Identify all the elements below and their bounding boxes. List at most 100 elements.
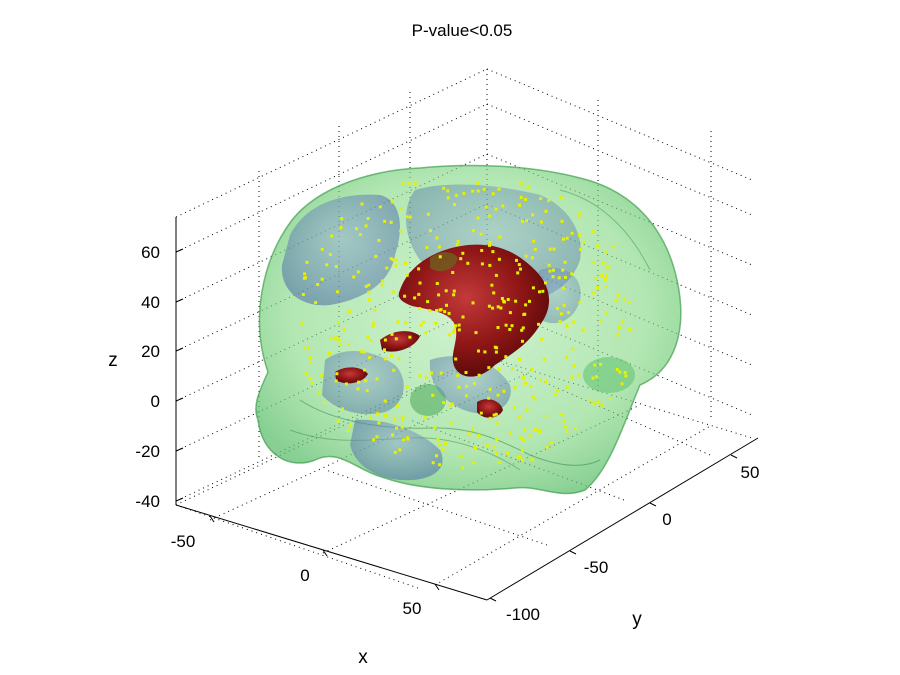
electrode-point bbox=[347, 428, 351, 432]
electrode-point bbox=[413, 182, 417, 186]
electrode-point bbox=[466, 261, 470, 265]
electrode-point bbox=[429, 229, 432, 233]
electrode-point bbox=[391, 258, 395, 262]
electrode-point bbox=[365, 389, 369, 393]
electrode-point bbox=[572, 364, 576, 368]
electrode-point bbox=[495, 438, 499, 441]
electrode-point bbox=[603, 277, 607, 281]
electrode-point bbox=[380, 283, 384, 287]
electrode-point bbox=[336, 337, 340, 341]
electrode-point bbox=[492, 445, 496, 449]
electrode-point bbox=[521, 376, 525, 380]
electrode-point bbox=[340, 217, 344, 221]
electrode-point bbox=[519, 267, 522, 271]
electrode-point bbox=[431, 393, 435, 397]
electrode-point bbox=[392, 368, 396, 372]
y-tick-label: 0 bbox=[662, 510, 671, 529]
electrode-point bbox=[396, 404, 399, 408]
electrode-point bbox=[616, 293, 620, 297]
electrode-point bbox=[340, 407, 344, 411]
electrode-point bbox=[446, 196, 450, 200]
electrode-point bbox=[617, 326, 621, 329]
electrode-point bbox=[491, 306, 495, 310]
electrode-point bbox=[439, 308, 443, 312]
electrode-point bbox=[578, 301, 582, 305]
electrode-point bbox=[352, 275, 356, 279]
electrode-point bbox=[377, 239, 381, 242]
electrode-point bbox=[491, 192, 495, 196]
electrode-point bbox=[496, 326, 500, 329]
electrode-point bbox=[449, 421, 453, 425]
electrode-point bbox=[524, 254, 528, 258]
electrode-point bbox=[563, 260, 567, 264]
electrode-point bbox=[521, 220, 524, 224]
electrode-point bbox=[557, 276, 561, 280]
electrode-point bbox=[407, 181, 411, 185]
electrode-point bbox=[516, 271, 520, 275]
electrode-point bbox=[378, 205, 382, 209]
electrode-point bbox=[477, 373, 481, 377]
electrode-point bbox=[555, 389, 559, 393]
electrode-point bbox=[425, 376, 428, 380]
electrode-point bbox=[459, 257, 463, 261]
electrode-point bbox=[545, 414, 549, 418]
electrode-point bbox=[531, 395, 535, 399]
electrode-point bbox=[349, 423, 352, 427]
electrode-point bbox=[314, 301, 318, 304]
electrode-point bbox=[487, 304, 491, 308]
y-axis-label: y bbox=[632, 609, 642, 630]
electrode-point bbox=[381, 279, 384, 283]
electrode-point bbox=[316, 283, 320, 286]
electrode-point bbox=[504, 355, 508, 359]
electrode-point bbox=[442, 401, 446, 405]
electrode-points bbox=[300, 181, 632, 470]
electrode-point bbox=[413, 296, 417, 300]
electrode-point bbox=[457, 385, 461, 389]
electrode-point bbox=[443, 310, 447, 314]
electrode-point bbox=[398, 448, 402, 452]
electrode-point bbox=[524, 198, 528, 201]
x-axis-label: x bbox=[358, 647, 368, 668]
electrode-point bbox=[385, 266, 389, 270]
electrode-point bbox=[383, 399, 387, 403]
electrode-point bbox=[433, 426, 437, 430]
electrode-point bbox=[366, 217, 370, 220]
electrode-point bbox=[517, 263, 521, 267]
electrode-point bbox=[418, 374, 422, 378]
electrode-point bbox=[473, 382, 476, 386]
electrode-point bbox=[504, 323, 508, 327]
electrode-point bbox=[599, 319, 603, 323]
electrode-point bbox=[565, 236, 569, 240]
electrode-point bbox=[522, 313, 526, 316]
electrode-point bbox=[434, 321, 438, 325]
electrode-point bbox=[454, 357, 458, 361]
electrode-point bbox=[303, 272, 307, 276]
electrode-point bbox=[339, 342, 343, 346]
electrode-point bbox=[304, 276, 307, 280]
electrode-point bbox=[488, 240, 492, 244]
electrode-point bbox=[300, 322, 304, 326]
electrode-point bbox=[399, 207, 403, 211]
electrode-point bbox=[451, 330, 455, 334]
electrode-point bbox=[596, 286, 599, 290]
electrode-point bbox=[545, 445, 549, 449]
electrode-point bbox=[515, 258, 518, 262]
electrode-point bbox=[611, 245, 615, 249]
electrode-point bbox=[621, 320, 625, 324]
electrode-point bbox=[418, 281, 422, 285]
electrode-point bbox=[435, 282, 439, 285]
electrode-point bbox=[302, 346, 306, 350]
electrode-point bbox=[465, 384, 469, 388]
electrode-point bbox=[390, 200, 394, 204]
electrode-point bbox=[383, 338, 387, 342]
electrode-point bbox=[600, 403, 604, 407]
electrode-point bbox=[552, 268, 555, 272]
electrode-point bbox=[488, 214, 492, 218]
electrode-point bbox=[492, 291, 496, 295]
electrode-point bbox=[498, 235, 502, 239]
electrode-point bbox=[502, 389, 506, 393]
electrode-point bbox=[565, 385, 569, 389]
electrode-point bbox=[530, 368, 534, 372]
electrode-point bbox=[393, 417, 397, 421]
electrode-point bbox=[330, 234, 334, 238]
